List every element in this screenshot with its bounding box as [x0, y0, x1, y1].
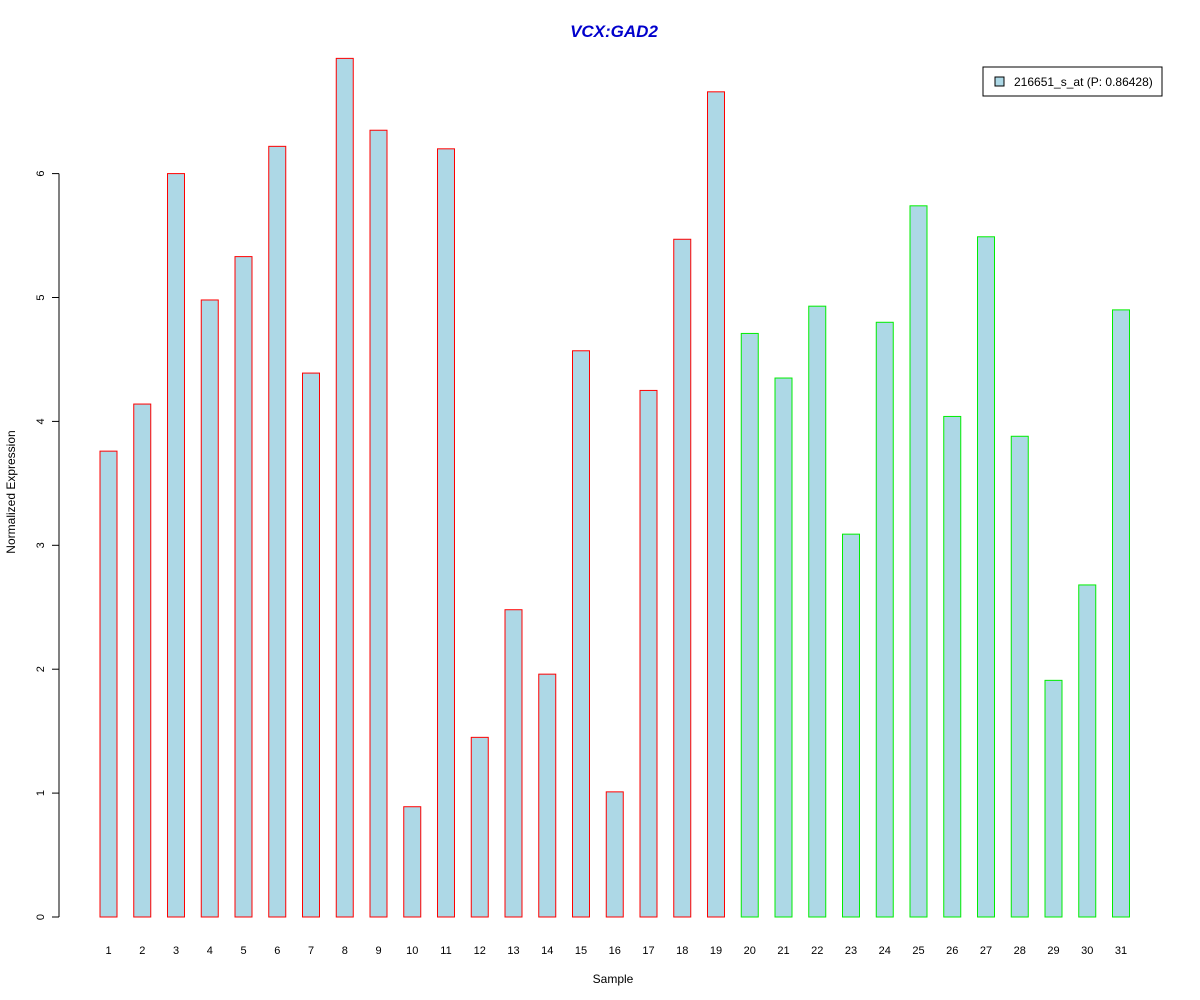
x-tick-label: 4 — [207, 945, 213, 957]
x-tick-label: 15 — [575, 945, 587, 957]
bar-sample-27 — [977, 236, 995, 918]
bar-sample-7 — [302, 372, 320, 918]
x-tick-label: 26 — [946, 945, 958, 957]
bar-sample-21 — [774, 377, 793, 918]
x-tick-label: 22 — [811, 945, 823, 957]
y-tick-label: 4 — [35, 418, 47, 424]
bar-sample-24 — [875, 321, 894, 918]
x-tick-label: 21 — [777, 945, 789, 957]
y-tick-label: 2 — [35, 666, 47, 672]
bar-sample-15 — [572, 350, 590, 918]
y-axis-title: Normalized Expression — [4, 430, 18, 553]
bar-sample-22 — [808, 305, 827, 918]
x-tick-label: 23 — [845, 945, 857, 957]
bar-sample-20 — [740, 332, 759, 918]
bar-sample-8 — [335, 57, 354, 918]
x-tick-label: 14 — [541, 945, 553, 957]
x-tick-label: 12 — [474, 945, 486, 957]
x-tick-label: 17 — [642, 945, 654, 957]
bar-sample-18 — [673, 238, 692, 918]
y-tick-label: 3 — [35, 542, 47, 548]
x-tick-label: 1 — [105, 945, 111, 957]
bar-sample-31 — [1112, 309, 1130, 918]
bar-sample-12 — [470, 736, 489, 918]
bar-sample-28 — [1010, 435, 1029, 918]
y-tick-label: 5 — [35, 294, 47, 300]
legend: 216651_s_at (P: 0.86428) — [982, 66, 1163, 97]
x-tick-label: 3 — [173, 945, 179, 957]
y-tick-label: 0 — [35, 914, 47, 920]
x-axis-tick-labels: 1 2 3 4 5 6 7 8 9 10 11 12 13 14 15 16 17 18 19 20 21 22 23 24 2… — [105, 945, 1127, 957]
bar-sample-1 — [99, 450, 118, 918]
bar-sample-16 — [605, 791, 624, 918]
bar-sample-4 — [200, 299, 219, 918]
x-tick-label: 18 — [676, 945, 688, 957]
bars — [99, 57, 1130, 918]
y-axis: 0 1 2 3 4 5 6 — [35, 171, 60, 920]
bar-sample-3 — [167, 173, 185, 918]
bar-sample-6 — [268, 145, 287, 918]
bar-sample-30 — [1078, 584, 1097, 918]
x-tick-label: 16 — [609, 945, 621, 957]
x-tick-label: 24 — [879, 945, 891, 957]
bar-sample-11 — [437, 148, 455, 918]
x-tick-label: 2 — [139, 945, 145, 957]
y-tick-label: 1 — [35, 790, 47, 796]
x-tick-label: 8 — [342, 945, 348, 957]
bar-sample-14 — [538, 673, 557, 918]
x-tick-label: 25 — [912, 945, 924, 957]
bar-sample-13 — [504, 609, 523, 918]
x-tick-label: 27 — [980, 945, 992, 957]
x-tick-label: 11 — [440, 945, 451, 957]
bar-sample-17 — [639, 389, 658, 918]
x-tick-label: 20 — [744, 945, 756, 957]
x-tick-label: 9 — [375, 945, 381, 957]
bar-sample-29 — [1044, 679, 1063, 918]
bar-sample-25 — [909, 205, 928, 918]
bar-sample-9 — [369, 129, 388, 918]
x-tick-label: 30 — [1081, 945, 1093, 957]
x-tick-label: 29 — [1047, 945, 1059, 957]
x-tick-label: 10 — [406, 945, 418, 957]
chart-title: VCX:GAD2 — [570, 22, 658, 41]
x-tick-label: 7 — [308, 945, 314, 957]
x-axis-title: Sample — [593, 972, 634, 986]
bar-sample-5 — [234, 256, 253, 918]
y-tick-label: 6 — [35, 171, 47, 177]
x-tick-label: 5 — [240, 945, 246, 957]
legend-box — [982, 66, 1163, 97]
x-tick-label: 6 — [274, 945, 280, 957]
bar-sample-19 — [707, 91, 725, 918]
x-tick-label: 13 — [507, 945, 519, 957]
bar-sample-26 — [943, 415, 962, 918]
x-tick-label: 19 — [710, 945, 722, 957]
x-tick-label: 28 — [1014, 945, 1026, 957]
legend-label: 216651_s_at (P: 0.86428) — [1014, 75, 1153, 89]
bar-sample-10 — [403, 806, 422, 918]
x-tick-label: 31 — [1115, 945, 1127, 957]
legend-swatch — [994, 76, 1005, 87]
bar-sample-23 — [842, 533, 860, 918]
bar-sample-2 — [133, 403, 152, 918]
